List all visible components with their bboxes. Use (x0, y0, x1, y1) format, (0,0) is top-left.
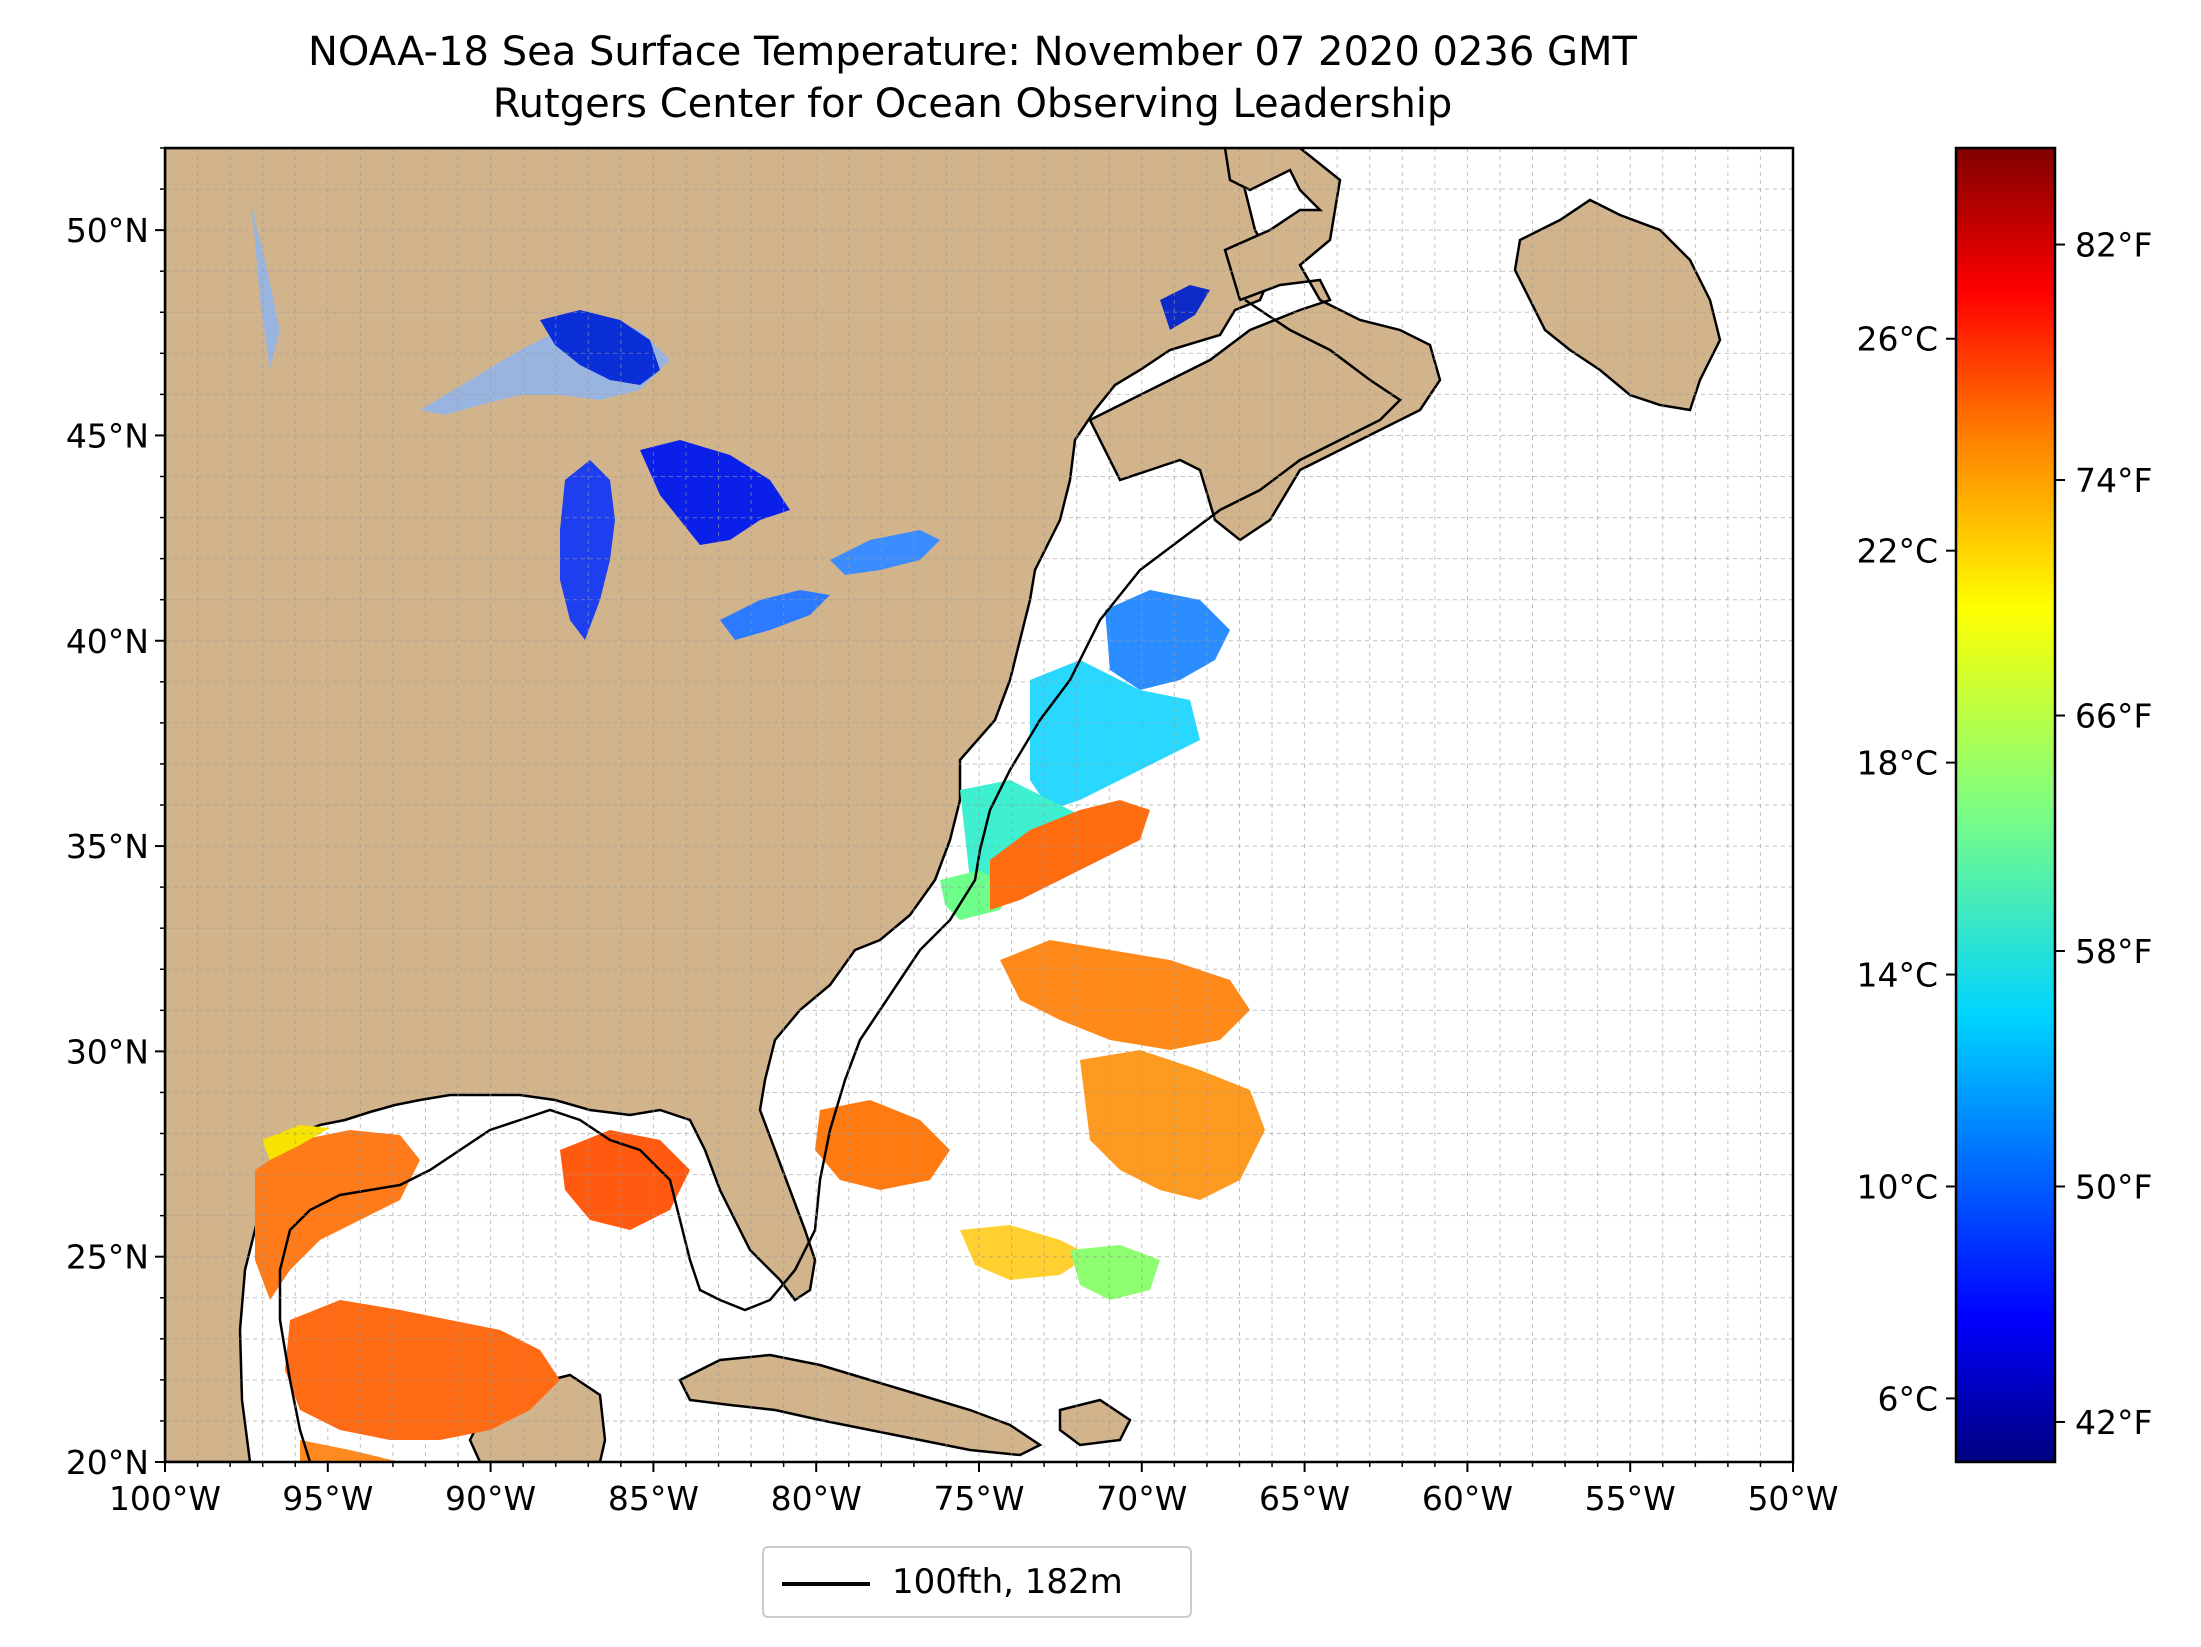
legend: 100fth, 182m (762, 1546, 1192, 1618)
legend-line-swatch (782, 1582, 870, 1586)
colorbar-fahrenheit-ticks: 42°F 50°F 58°F 66°F 74°F 82°F (2055, 226, 2152, 1442)
lon-tick-label: 65°W (1259, 1479, 1350, 1518)
latitude-axis: 20°N 25°N 30°N 35°N 40°N 45°N 50°N (66, 147, 165, 1482)
land-newfoundland (1513, 198, 1722, 412)
lat-tick-label: 25°N (66, 1238, 149, 1277)
lon-tick-label: 85°W (608, 1479, 699, 1518)
fahrenheit-tick-label: 74°F (2075, 461, 2152, 500)
celsius-tick-label: 6°C (1877, 1379, 1938, 1418)
sst-swath-gulf-stream (815, 800, 1265, 1300)
figure-subtitle: Rutgers Center for Ocean Observing Leade… (492, 81, 1453, 127)
lon-tick-label: 90°W (445, 1479, 536, 1518)
lon-tick-label: 100°W (109, 1479, 221, 1518)
celsius-tick-label: 18°C (1856, 744, 1938, 783)
celsius-tick-label: 26°C (1856, 320, 1938, 359)
lat-tick-label: 35°N (66, 827, 149, 866)
fahrenheit-tick-label: 66°F (2075, 697, 2152, 736)
fahrenheit-tick-label: 82°F (2075, 226, 2152, 265)
colorbar (1954, 146, 2057, 1464)
lon-tick-label: 70°W (1096, 1479, 1187, 1518)
colorbar-celsius-ticks: 6°C 10°C 14°C 18°C 22°C 26°C (1856, 320, 1956, 1418)
sst-swath-gulf-of-mexico (255, 1125, 690, 1462)
longitude-axis: 100°W 95°W 90°W 85°W 80°W 75°W 70°W 65°W 60°W 55°… (109, 1462, 1839, 1518)
lon-tick-label: 75°W (933, 1479, 1024, 1518)
lon-tick-label: 55°W (1585, 1479, 1676, 1518)
lat-tick-label: 40°N (66, 622, 149, 661)
lat-tick-label: 50°N (66, 211, 149, 250)
bathymetry-100fth-contour (278, 298, 1402, 1462)
lon-tick-label: 80°W (771, 1479, 862, 1518)
lat-tick-label: 30°N (66, 1032, 149, 1071)
legend-label: 100fth, 182m (892, 1562, 1123, 1602)
fahrenheit-tick-label: 42°F (2075, 1403, 2152, 1442)
figure-title: NOAA-18 Sea Surface Temperature: Novembe… (308, 29, 1637, 75)
lon-tick-label: 95°W (282, 1479, 373, 1518)
land-cuba (678, 1353, 1043, 1457)
fahrenheit-tick-label: 50°F (2075, 1167, 2152, 1206)
celsius-tick-label: 22°C (1856, 532, 1938, 571)
lat-tick-label: 20°N (66, 1443, 149, 1482)
celsius-tick-label: 10°C (1856, 1167, 1938, 1206)
lat-tick-label: 45°N (66, 416, 149, 455)
land-maritimes (1088, 148, 1442, 542)
land-hispaniola (1058, 1398, 1132, 1447)
graticule (165, 148, 1793, 1462)
celsius-tick-label: 14°C (1856, 956, 1938, 995)
lon-tick-label: 60°W (1422, 1479, 1513, 1518)
great-lakes (250, 200, 1210, 640)
lon-tick-label: 50°W (1747, 1479, 1838, 1518)
fahrenheit-tick-label: 58°F (2075, 932, 2152, 971)
